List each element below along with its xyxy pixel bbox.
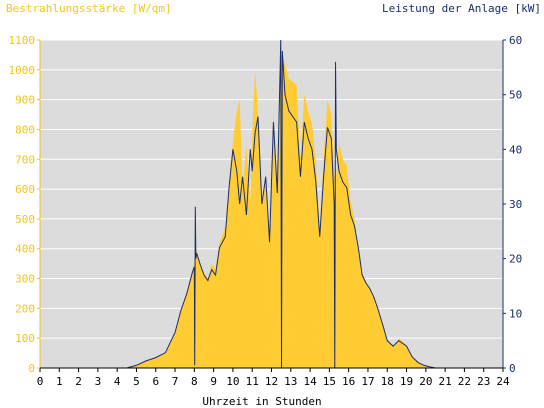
x-tick-label: 20 bbox=[419, 375, 432, 388]
x-tick-label: 17 bbox=[361, 375, 374, 388]
left-tick-label: 800 bbox=[15, 123, 35, 136]
x-tick-label: 13 bbox=[284, 375, 297, 388]
right-tick-label: 30 bbox=[509, 198, 522, 211]
x-tick-label: 9 bbox=[210, 375, 217, 388]
x-tick-label: 14 bbox=[303, 375, 317, 388]
x-tick-label: 11 bbox=[246, 375, 259, 388]
x-tick-label: 23 bbox=[477, 375, 490, 388]
left-tick-label: 500 bbox=[15, 213, 35, 226]
x-tick-label: 21 bbox=[439, 375, 452, 388]
x-tick-label: 15 bbox=[323, 375, 336, 388]
left-axis-ticks: 0 100 200 300 400 500 600 700 800 900 1000 1100 bbox=[9, 34, 40, 375]
right-tick-label: 40 bbox=[509, 143, 522, 156]
x-tick-label: 1 bbox=[56, 375, 63, 388]
x-tick-label: 24 bbox=[496, 375, 510, 388]
x-tick-label: 2 bbox=[75, 375, 82, 388]
irradiance-area bbox=[40, 54, 503, 368]
x-tick-label: 3 bbox=[95, 375, 102, 388]
x-tick-label: 5 bbox=[133, 375, 140, 388]
left-axis-title: Bestrahlungsstärke [W/qm] bbox=[6, 2, 172, 15]
right-tick-label: 10 bbox=[509, 307, 522, 320]
left-tick-label: 100 bbox=[15, 332, 35, 345]
x-tick-label: 19 bbox=[400, 375, 413, 388]
right-axis-title: Leistung der Anlage [kW] bbox=[382, 2, 541, 15]
left-tick-label: 400 bbox=[15, 243, 35, 256]
left-tick-label: 1000 bbox=[9, 64, 36, 77]
x-tick-label: 7 bbox=[172, 375, 179, 388]
x-tick-label: 0 bbox=[37, 375, 44, 388]
left-tick-label: 700 bbox=[15, 153, 35, 166]
x-tick-label: 18 bbox=[381, 375, 394, 388]
right-tick-label: 60 bbox=[509, 34, 522, 47]
x-tick-label: 4 bbox=[114, 375, 121, 388]
right-tick-label: 0 bbox=[509, 362, 516, 375]
x-axis-ticks: 0 1 2 3 4 5 6 7 8 9 10 11 12 13 14 15 16 17 18 19 20 21 22 23 24 bbox=[37, 368, 510, 388]
left-tick-label: 300 bbox=[15, 273, 35, 286]
x-tick-label: 12 bbox=[265, 375, 278, 388]
power-line bbox=[40, 39, 503, 369]
x-tick-label: 22 bbox=[458, 375, 471, 388]
x-tick-label: 6 bbox=[152, 375, 159, 388]
x-axis-label: Uhrzeit in Stunden bbox=[202, 395, 321, 408]
left-tick-label: 900 bbox=[15, 94, 35, 107]
left-tick-label: 0 bbox=[28, 362, 35, 375]
right-tick-label: 50 bbox=[509, 89, 522, 102]
right-axis-ticks: 0 10 20 30 40 50 60 bbox=[503, 34, 522, 375]
right-tick-label: 20 bbox=[509, 253, 522, 266]
x-tick-label: 8 bbox=[191, 375, 198, 388]
left-tick-label: 1100 bbox=[9, 34, 36, 47]
left-tick-label: 200 bbox=[15, 302, 35, 315]
left-tick-label: 600 bbox=[15, 183, 35, 196]
x-tick-label: 16 bbox=[342, 375, 355, 388]
x-tick-label: 10 bbox=[226, 375, 239, 388]
